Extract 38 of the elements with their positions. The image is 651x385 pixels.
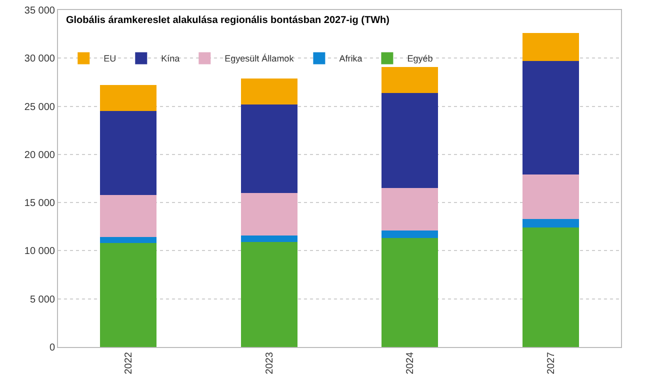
x-tick-label: 2024 xyxy=(405,352,416,374)
bar xyxy=(100,243,157,347)
bar xyxy=(100,85,157,112)
bar xyxy=(100,194,157,238)
bar xyxy=(240,104,298,193)
legend-label: Afrika xyxy=(339,54,362,64)
bar xyxy=(100,111,157,195)
bar xyxy=(100,237,157,244)
y-tick-label: 15 000 xyxy=(24,198,56,210)
x-tick-label: 2027 xyxy=(546,352,557,374)
x-tick-label: 2022 xyxy=(124,352,135,374)
y-tick-label: 35 000 xyxy=(24,6,56,16)
x-tick-label: 2023 xyxy=(264,352,276,374)
bar xyxy=(522,218,579,228)
bar xyxy=(240,78,298,104)
bar xyxy=(522,228,579,347)
bar xyxy=(240,235,298,242)
bar xyxy=(382,92,438,188)
legend-label: Egyesült Államok xyxy=(224,54,294,64)
bar xyxy=(382,230,438,238)
bar xyxy=(240,242,298,347)
bar xyxy=(522,61,579,175)
bar xyxy=(522,33,579,62)
legend-label: EU xyxy=(104,54,116,64)
text: Globális áramkereslet alakulása regionális bontásban 2027-ig (TWh) xyxy=(66,15,390,26)
y-tick-label: 5 000 xyxy=(30,294,56,306)
bar xyxy=(382,66,438,93)
y-tick-label: 10 000 xyxy=(24,246,56,258)
bar xyxy=(382,238,438,347)
bar xyxy=(522,174,579,219)
legend-label: Egyéb xyxy=(407,54,433,64)
y-tick-label: 0 xyxy=(49,342,56,354)
y-tick-label: 30 000 xyxy=(24,54,56,65)
legend-label: Kína xyxy=(161,54,180,64)
bar xyxy=(240,192,298,236)
bar xyxy=(382,188,438,230)
y-tick-label: 20 000 xyxy=(24,150,56,161)
y-tick-label: 25 000 xyxy=(24,102,56,113)
